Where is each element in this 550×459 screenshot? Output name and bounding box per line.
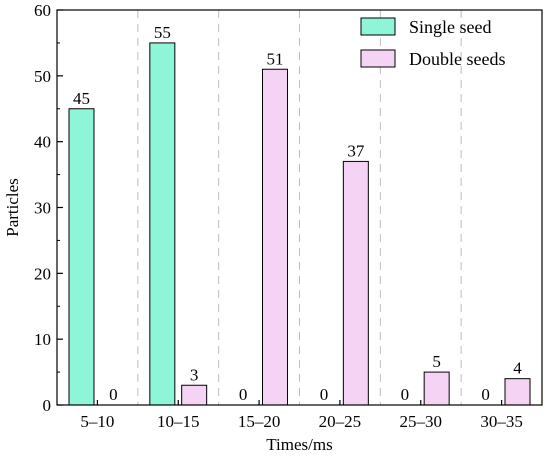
data-label-double-seeds: 3 [190, 365, 199, 384]
x-tick-label: 5–10 [80, 412, 114, 431]
y-axis: 0 10 20 30 40 50 60 [34, 1, 63, 415]
bar-double-seeds [262, 68, 288, 406]
legend-swatch-single-seed [360, 17, 396, 36]
data-label-single-seed: 55 [154, 23, 171, 42]
data-label-double-seeds: 51 [267, 49, 284, 68]
data-label-double-seeds: 4 [513, 359, 522, 378]
x-axis-title: Times/ms [266, 435, 332, 454]
data-label-single-seed: 0 [239, 385, 248, 404]
data-label-single-seed: 0 [401, 385, 410, 404]
legend-swatch-double-seeds [360, 49, 396, 68]
data-label-single-seed: 45 [73, 89, 90, 108]
bar-double-seeds [504, 378, 531, 406]
data-label-double-seeds: 0 [109, 385, 118, 404]
legend-label-double-seeds: Double seeds [409, 49, 505, 69]
y-tick-label: 20 [34, 264, 51, 283]
data-labels-group: 45 0 55 3 0 51 0 37 0 5 0 4 [73, 23, 522, 404]
x-tick-label: 20–25 [319, 412, 362, 431]
data-label-single-seed: 0 [320, 385, 329, 404]
y-tick-label: 40 [34, 133, 51, 152]
y-tick-label: 0 [43, 396, 52, 415]
bar-double-seeds [423, 371, 450, 406]
x-axis: 5–10 10–15 15–20 20–25 25–30 30–35 [80, 400, 523, 431]
legend-label-single-seed: Single seed [409, 17, 492, 37]
x-tick-label: 15–20 [238, 412, 281, 431]
data-label-double-seeds: 5 [432, 352, 441, 371]
bar-single-seed [68, 108, 95, 406]
bars-group [68, 42, 531, 406]
data-label-double-seeds: 37 [347, 141, 365, 160]
y-tick-label: 30 [34, 199, 51, 218]
bar-double-seeds [181, 384, 208, 406]
x-tick-label: 10–15 [157, 412, 200, 431]
y-tick-label: 50 [34, 67, 51, 86]
bar-double-seeds [342, 160, 369, 406]
bar-single-seed [149, 42, 176, 406]
x-tick-label: 25–30 [400, 412, 443, 431]
y-axis-title: Particles [3, 178, 22, 237]
y-tick-label: 10 [34, 330, 51, 349]
y-tick-label: 60 [34, 1, 51, 20]
legend: Single seed Double seeds [360, 17, 505, 69]
category-separators [137, 10, 462, 405]
data-label-single-seed: 0 [481, 385, 490, 404]
x-tick-label: 30–35 [480, 412, 523, 431]
